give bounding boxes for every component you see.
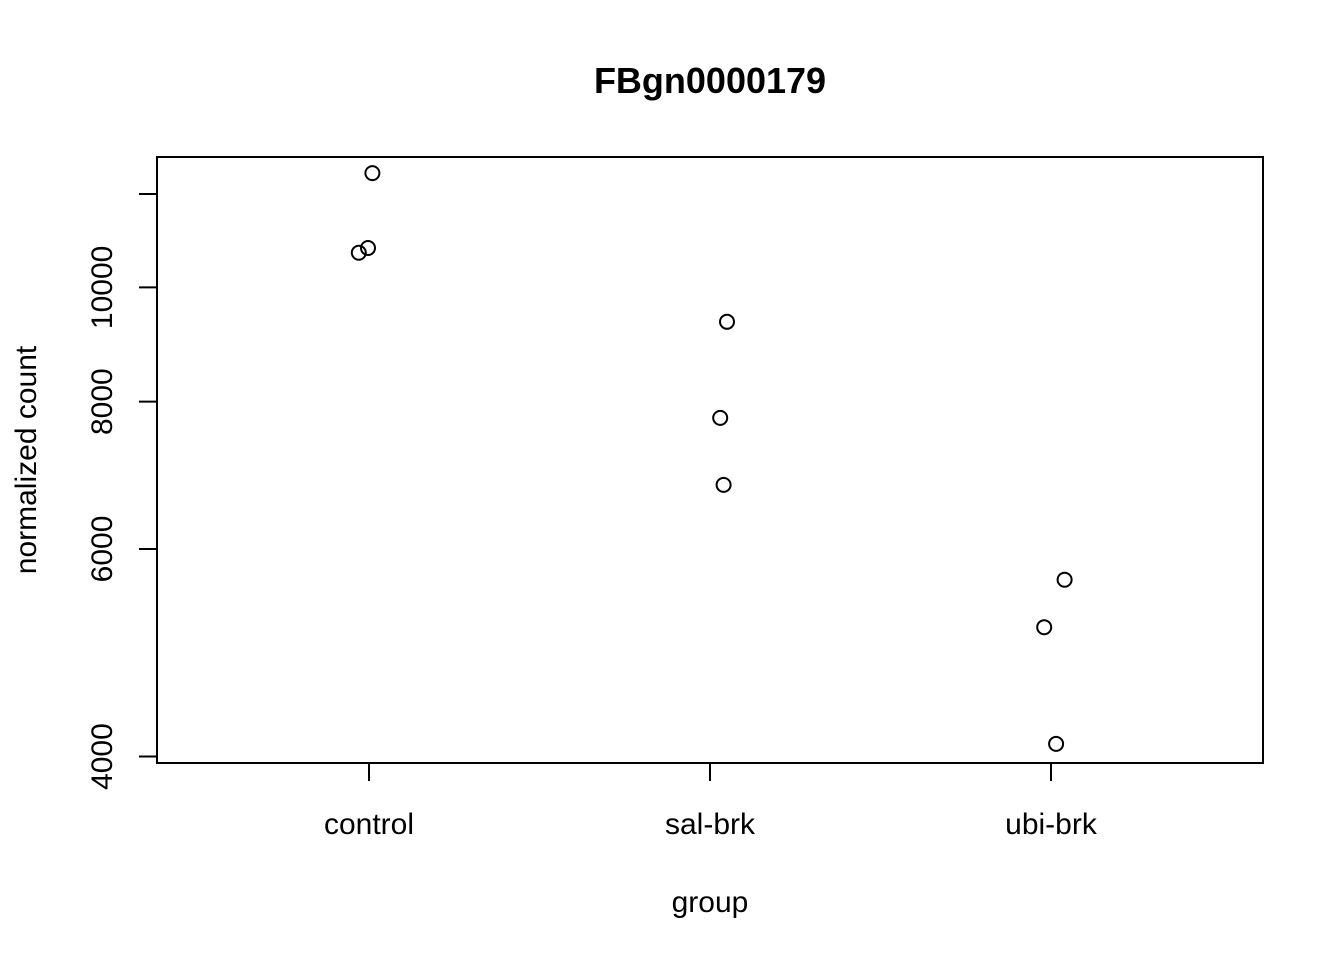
x-tick-label: control [324,808,414,841]
data-point-control [364,165,381,182]
y-tick-label: 10000 [86,246,119,329]
data-point-control [360,240,376,256]
y-tick-label: 8000 [86,368,119,435]
axis-ticks: control sal-brk ubi-brk 4000 6000 8000 10000 [86,193,1098,841]
plot-frame [156,156,1264,764]
data-point-ubi-brk [1048,735,1065,752]
x-tick-label: sal-brk [665,808,756,841]
data-point-control [350,244,367,261]
data-point-ubi-brk [1056,571,1073,588]
chart-title: FBgn0000179 [594,60,826,101]
y-tick-label: 4000 [86,723,119,790]
y-axis-label: normalized count [10,345,43,574]
x-tick-label: ubi-brk [1005,808,1098,841]
x-axis-label: group [672,886,749,919]
data-point-sal-brk [715,476,732,493]
data-point-ubi-brk [1036,619,1053,636]
y-tick-label: 6000 [86,516,119,583]
data-point-sal-brk [719,313,735,330]
data-point-sal-brk [712,409,729,426]
data-points [350,165,1073,752]
